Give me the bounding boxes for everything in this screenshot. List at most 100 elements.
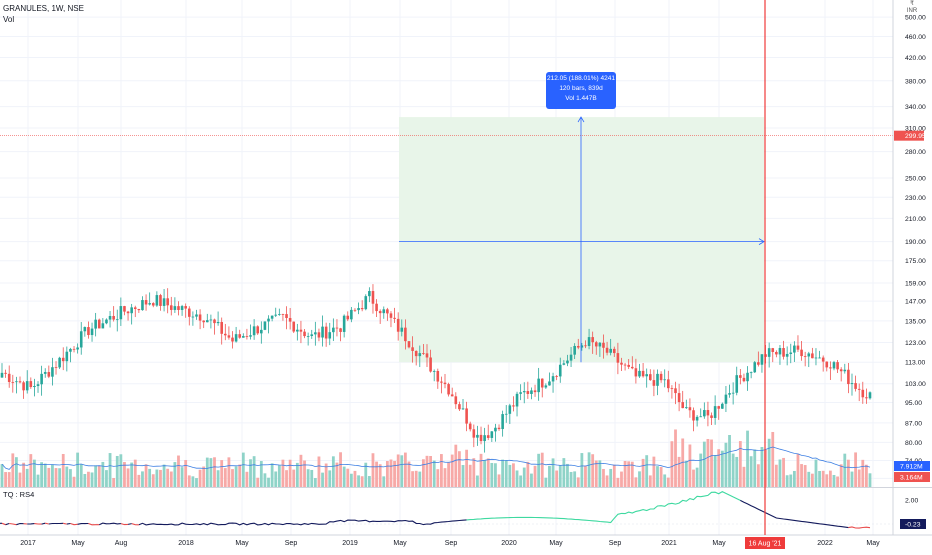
candle-body (253, 326, 256, 335)
volume-bar (865, 465, 868, 487)
volume-bar (526, 462, 529, 487)
volume-bar (415, 471, 418, 487)
volume-bar (804, 465, 807, 487)
candle-body (220, 322, 223, 334)
candle-body (375, 304, 378, 311)
volume-bar (523, 468, 526, 487)
candle-body (325, 327, 328, 339)
volume-bar (130, 463, 133, 487)
volume-bar (123, 462, 126, 487)
candle-body (364, 296, 367, 309)
candle-body (22, 382, 25, 390)
candle-body (192, 317, 195, 318)
time-axis-label: May (866, 540, 880, 547)
volume-bar (209, 458, 212, 487)
time-axis-label: 2018 (178, 540, 194, 547)
volume-bar (181, 467, 184, 487)
volume-bar (454, 445, 457, 487)
candle-body (757, 362, 760, 365)
candle-body (228, 335, 231, 337)
candle-body (807, 353, 810, 356)
measure-range-box[interactable] (399, 117, 764, 362)
volume-bar (328, 470, 331, 487)
volume-bar (69, 469, 72, 487)
candle-body (455, 396, 458, 404)
candle-body (599, 343, 602, 347)
candle-body (80, 331, 83, 347)
candle-body (372, 291, 375, 304)
volume-bar (350, 474, 353, 487)
volume-bar (663, 474, 666, 487)
candle-body (422, 353, 425, 354)
candle-body (166, 298, 169, 305)
candle-body (1, 373, 4, 378)
time-axis-label: Aug (115, 540, 128, 547)
volume-bar (598, 460, 601, 487)
volume-bar (390, 459, 393, 487)
candle-body (674, 388, 677, 393)
volume-bar (771, 432, 774, 487)
price-tick-label: 135.00 (905, 318, 926, 325)
candle-body (595, 342, 598, 346)
candle-body (559, 365, 562, 377)
volume-bar (379, 464, 382, 487)
price-tick-label: 460.00 (905, 34, 926, 41)
volume-bar (242, 453, 245, 487)
indicator-line (78, 524, 89, 525)
volume-bar (361, 476, 364, 487)
crosshair-date-label: 16 Aug '21 (749, 541, 782, 548)
volume-bar (843, 454, 846, 487)
candle-body (404, 328, 407, 342)
volume-bar (807, 472, 810, 487)
candle-body (134, 307, 137, 309)
candle-body (4, 373, 7, 374)
volume-bar (746, 431, 749, 487)
volume-bar (602, 469, 605, 487)
candle-body (512, 405, 515, 406)
candle-body (865, 397, 868, 398)
volume-bar (530, 474, 533, 487)
volume-bar (541, 453, 544, 487)
volume-bar (573, 471, 576, 487)
volume-bar (8, 472, 11, 487)
volume-bar (761, 447, 764, 487)
candle-body (55, 367, 58, 368)
candle-body (397, 319, 400, 332)
candle-body (613, 349, 616, 353)
volume-bar (440, 454, 443, 487)
volume-bar (246, 472, 249, 487)
volume-bar (512, 463, 515, 487)
volume-bar (152, 474, 155, 487)
volume-bar (264, 473, 267, 487)
candle-body (336, 328, 339, 329)
candle-body (105, 320, 108, 324)
candle-body (357, 308, 360, 310)
volume-bar (188, 475, 191, 487)
volume-bar (58, 468, 61, 487)
candle-body (12, 382, 15, 383)
candle-body (40, 374, 43, 384)
candle-body (573, 346, 576, 355)
candle-body (84, 327, 87, 331)
candle-body (703, 410, 706, 416)
volume-bar (458, 451, 461, 487)
volume-bar (310, 470, 313, 487)
candle-body (638, 371, 641, 377)
price-tick-label: 87.00 (905, 420, 922, 427)
volume-bar (87, 472, 90, 487)
volume-bar (314, 478, 317, 487)
candle-body (102, 323, 105, 328)
volume-bar (671, 441, 674, 487)
candle-body (170, 305, 173, 310)
candle-body (296, 330, 299, 332)
candle-body (617, 353, 620, 363)
candle-body (541, 379, 544, 388)
volume-bar (822, 471, 825, 487)
volume-bar (494, 463, 497, 487)
candle-body (606, 348, 609, 353)
volume-bar (426, 456, 429, 487)
volume-bar (577, 477, 580, 487)
candle-body (163, 298, 166, 306)
